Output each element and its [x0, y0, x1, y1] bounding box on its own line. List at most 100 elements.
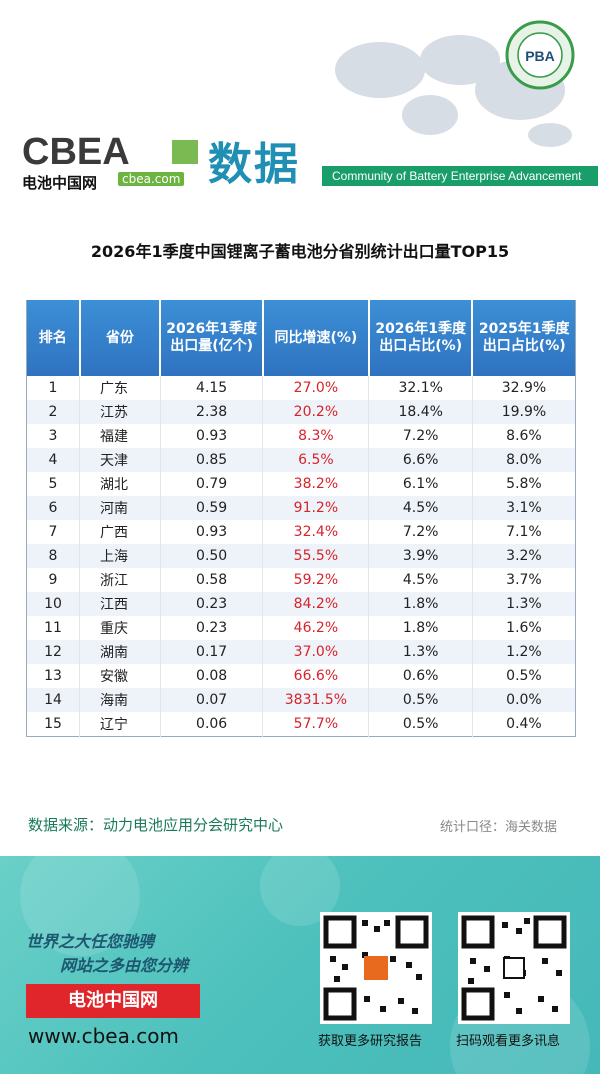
- slogan-line-2: 网站之多由您分辨: [60, 956, 189, 975]
- cell-rank: 10: [26, 592, 81, 616]
- cell-growth: 3831.5%: [262, 688, 370, 712]
- cbea-cn-name: 电池中国网: [22, 174, 98, 192]
- cell-rank: 13: [26, 664, 81, 688]
- cell-province: 广西: [79, 520, 161, 544]
- header-province: 省份: [79, 300, 162, 376]
- cell-province: 湖北: [79, 472, 161, 496]
- cell-export-volume: 2.38: [160, 400, 264, 424]
- cell-share-2026: 6.1%: [368, 472, 473, 496]
- cell-export-volume: 4.15: [160, 376, 264, 400]
- cell-share-2025: 1.3%: [472, 592, 576, 616]
- pba-badge-icon: PBA: [505, 20, 575, 90]
- cell-share-2025: 7.1%: [506, 524, 542, 540]
- cell-province: 重庆: [79, 616, 161, 640]
- brand-label: 电池中国网: [26, 984, 200, 1018]
- cell-export-volume: 0.17: [160, 640, 264, 664]
- header-rank: 排名: [26, 300, 81, 376]
- header-growth: 同比增速(%): [262, 300, 370, 376]
- cell-share-2026: 1.8%: [368, 592, 473, 616]
- cell-rank: 5: [26, 472, 81, 496]
- cell-export-volume: 0.93: [160, 424, 264, 448]
- header-share-2026: 2026年1季度出口占比(%): [368, 300, 474, 376]
- table-row: 14 海南 0.07 3831.5% 0.5% 0.0%: [26, 688, 576, 712]
- qr-code-reports[interactable]: [320, 912, 432, 1024]
- cell-share-2026: 0.6%: [368, 664, 473, 688]
- cell-growth: 27.0%: [262, 376, 370, 400]
- cell-share-2025: 1.6%: [506, 620, 542, 636]
- cell-rank: 4: [26, 448, 81, 472]
- cell-province: 湖南: [79, 640, 161, 664]
- cell-share-2025: 32.9%: [501, 380, 547, 396]
- cell-share-2026: 4.5%: [368, 568, 473, 592]
- cell-export-volume: 0.85: [160, 448, 264, 472]
- header-export-volume: 2026年1季度出口量(亿个): [160, 300, 264, 376]
- cell-province: 海南: [79, 688, 161, 712]
- cell-rank: 2: [26, 400, 81, 424]
- cell-export-volume: 0.59: [160, 496, 264, 520]
- table-row: 4 天津 0.85 6.5% 6.6% 8.0%: [26, 448, 576, 472]
- cell-share-2025: 0.5%: [506, 668, 542, 684]
- cell-share-2025: 1.2%: [472, 640, 576, 664]
- cell-export-volume: 0.23: [160, 592, 264, 616]
- qr-caption-news: 扫码观看更多讯息: [456, 1034, 561, 1049]
- cell-export-volume: 0.58: [160, 568, 264, 592]
- table-row: 11 重庆 0.23 46.2% 1.8% 1.6%: [26, 616, 576, 640]
- cell-growth: 84.2%: [262, 592, 370, 616]
- cell-share-2026: 0.5%: [368, 688, 473, 712]
- cell-export-volume: 0.07: [160, 688, 264, 712]
- cell-share-2025: 8.0%: [472, 448, 576, 472]
- cell-growth: 46.2%: [262, 616, 370, 640]
- cell-share-2025: 3.7%: [506, 572, 542, 588]
- cell-province: 福建: [79, 424, 161, 448]
- slogan-line-1: 世界之大任您驰骋: [26, 932, 155, 951]
- cell-share-2026: 7.2%: [368, 520, 473, 544]
- cell-province: 辽宁: [79, 712, 161, 737]
- cell-growth: 91.2%: [262, 496, 370, 520]
- cell-growth: 8.3%: [262, 424, 370, 448]
- cell-province: 江苏: [79, 400, 161, 424]
- cell-province: 上海: [79, 544, 161, 568]
- cbea-logo: CBEA: [22, 131, 198, 173]
- cell-province: 江西: [79, 592, 161, 616]
- cell-growth: 32.4%: [262, 520, 370, 544]
- cell-share-2025: 3.2%: [472, 544, 576, 568]
- cell-share-2026: 32.1%: [368, 376, 473, 400]
- qr-code-icon: [323, 915, 429, 1021]
- cell-share-2026: 0.5%: [368, 712, 473, 737]
- cell-rank: 11: [26, 616, 81, 640]
- cell-share-2026: 6.6%: [368, 448, 473, 472]
- cell-export-volume: 0.93: [160, 520, 264, 544]
- website-link[interactable]: www.cbea.com: [28, 1024, 179, 1048]
- cell-growth: 57.7%: [262, 712, 370, 737]
- cell-rank: 15: [26, 712, 81, 737]
- cell-province: 浙江: [79, 568, 161, 592]
- header-share-2025: 2025年1季度出口占比(%): [472, 300, 576, 376]
- cell-share-2026: 7.2%: [368, 424, 473, 448]
- cell-rank: 14: [26, 688, 81, 712]
- cell-growth: 20.2%: [262, 400, 370, 424]
- cell-export-volume: 0.08: [160, 664, 264, 688]
- cell-rank: 12: [26, 640, 81, 664]
- table-row: 9 浙江 0.58 59.2% 4.5% 3.7%: [26, 568, 576, 592]
- table-row: 8 上海 0.50 55.5% 3.9% 3.2%: [26, 544, 576, 568]
- cell-share-2025: 5.8%: [506, 476, 542, 492]
- cell-rank: 6: [26, 496, 81, 520]
- cell-share-2025: 0.0%: [472, 688, 576, 712]
- cell-growth: 55.5%: [262, 544, 370, 568]
- cell-province: 安徽: [79, 664, 161, 688]
- cell-growth: 6.5%: [262, 448, 370, 472]
- page-title: 2026年1季度中国锂离子蓄电池分省别统计出口量TOP15: [90, 242, 510, 261]
- cell-growth: 37.0%: [262, 640, 370, 664]
- cell-share-2025: 8.6%: [506, 428, 542, 444]
- table-row: 7 广西 0.93 32.4% 7.2% 7.1%: [26, 520, 576, 544]
- cell-rank: 9: [26, 568, 81, 592]
- cell-rank: 3: [26, 424, 81, 448]
- table-row: 10 江西 0.23 84.2% 1.8% 1.3%: [26, 592, 576, 616]
- table-row: 6 河南 0.59 91.2% 4.5% 3.1%: [26, 496, 576, 520]
- cell-province: 天津: [79, 448, 161, 472]
- pba-badge-text: PBA: [525, 48, 555, 64]
- cbea-url-badge: cbea.com: [118, 172, 185, 186]
- qr-code-news[interactable]: [458, 912, 570, 1024]
- cell-export-volume: 0.79: [160, 472, 264, 496]
- table-row: 5 湖北 0.79 38.2% 6.1% 5.8%: [26, 472, 576, 496]
